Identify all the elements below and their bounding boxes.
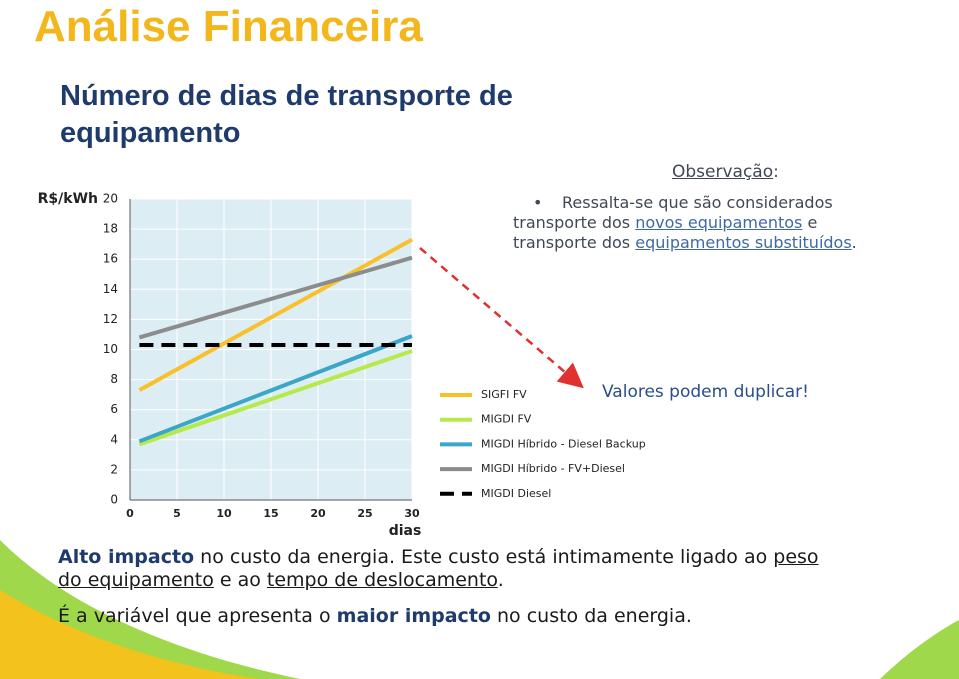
observation: • Ressalta-se que são considerados transp… <box>513 193 857 253</box>
x-axis-label: dias <box>389 523 422 539</box>
y-tick-label: 14 <box>103 282 118 296</box>
x-tick-label: 20 <box>310 507 326 520</box>
series-line <box>138 349 413 447</box>
footer-line: É a variável que apresenta o maior impac… <box>58 605 819 628</box>
obs-link: novos equipamentos <box>635 213 803 232</box>
obs-text: Ressalta-se que são considerados <box>562 193 833 212</box>
page-title: Análise Financeira <box>34 2 423 51</box>
obs-line: • Ressalta-se que são considerados <box>513 193 857 213</box>
footer-underline: peso <box>773 546 819 568</box>
legend-label: MIGDI Diesel <box>481 487 551 500</box>
x-tick-label: 25 <box>357 507 372 520</box>
legend-label: SIGFI FV <box>481 388 527 401</box>
obs-text: . <box>851 233 857 252</box>
legend-label: MIGDI FV <box>481 413 532 426</box>
footer-text: no custo da energia. <box>490 605 692 627</box>
footer-line: Alto impacto no custo da energia. Este c… <box>58 546 819 569</box>
observation-heading: Observação: <box>672 162 779 182</box>
y-tick-label: 2 <box>110 462 118 476</box>
y-tick-label: 6 <box>110 402 118 416</box>
x-tick-label: 5 <box>173 507 181 520</box>
footer-text: no custo da energia. Este custo está int… <box>194 546 774 568</box>
legend-label: MIGDI Híbrido - Diesel Backup <box>481 437 646 450</box>
footer-text: . <box>497 569 504 591</box>
chart-title: Número de dias de transporte de equipame… <box>60 80 513 149</box>
obs-link: equipamentos substituídos <box>635 233 852 252</box>
footer-line: do equipamento e ao tempo de deslocament… <box>58 569 819 592</box>
y-tick-label: 20 <box>103 192 118 206</box>
y-tick-label: 4 <box>110 432 118 446</box>
observation-suffix: : <box>773 162 779 182</box>
y-tick-label: 18 <box>103 222 118 236</box>
footer-text: É a variável que apresenta o <box>58 605 337 627</box>
y-tick-label: 10 <box>103 342 118 356</box>
series-line <box>138 237 413 392</box>
series-line <box>138 255 413 340</box>
arrow <box>419 247 584 389</box>
x-tick-label: 10 <box>216 507 232 520</box>
y-tick-label: 16 <box>103 252 118 266</box>
footer-underline: tempo de deslocamento <box>266 569 498 591</box>
footer-underline: do equipamento <box>58 569 214 591</box>
callout: Valores podem duplicar! <box>602 382 809 402</box>
footer-bold: Alto impacto <box>58 546 195 568</box>
swoosh <box>880 620 959 679</box>
obs-line: transporte dos equipamentos substituídos… <box>513 233 857 253</box>
y-tick-label: 12 <box>103 312 118 326</box>
obs-text: transporte dos <box>513 213 636 232</box>
obs-text: transporte dos <box>513 233 636 252</box>
y-tick-label: 8 <box>110 372 118 386</box>
x-tick-label: 0 <box>126 507 134 520</box>
obs-line: transporte dos novos equipamentos e <box>513 213 857 233</box>
bullet: • <box>533 193 543 212</box>
footer-text: e ao <box>213 569 267 591</box>
series-line <box>138 334 413 444</box>
obs-text: e <box>802 213 818 232</box>
footer-bold: maior impacto <box>336 605 491 627</box>
y-tick-label: 0 <box>110 493 118 507</box>
legend-label: MIGDI Híbrido - FV+Diesel <box>481 462 625 475</box>
y-axis-label: R$/kWh <box>38 191 98 207</box>
chart: R$/kWh dias 0 2 4 6 8 10 12 14 16 18 20 0 5 10 15 20 25 3… <box>38 191 646 539</box>
swoosh <box>0 590 260 679</box>
footer: Alto impacto no custo da energia. Este c… <box>58 546 819 628</box>
x-tick-label: 30 <box>404 507 420 520</box>
x-tick-label: 15 <box>263 507 278 520</box>
observation-label: Observação <box>672 162 774 182</box>
